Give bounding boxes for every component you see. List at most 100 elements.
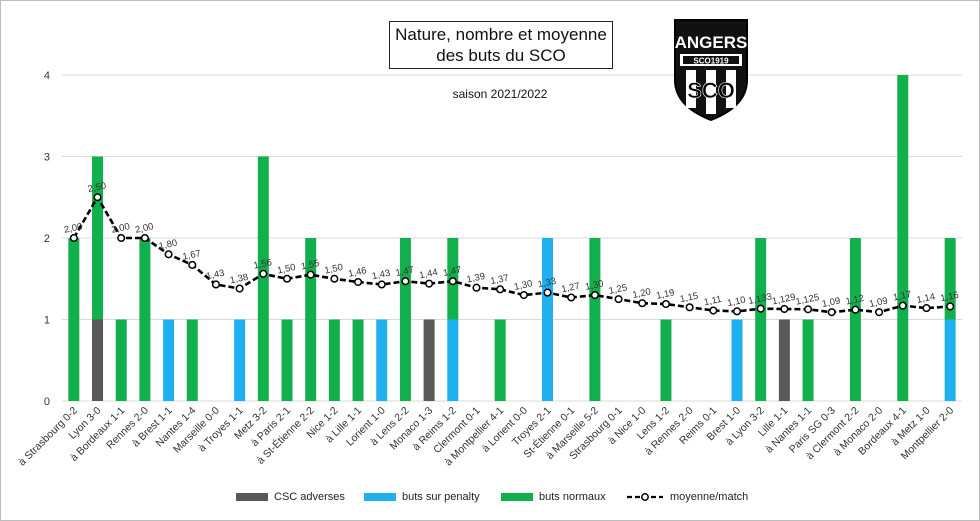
bar-penalty — [376, 319, 388, 401]
moyenne-data-label: 1,09 — [821, 295, 841, 310]
moyenne-point — [732, 307, 742, 316]
legend-label-csc: CSC adverses — [274, 491, 345, 503]
moyenne-data-label: 1,47 — [395, 264, 415, 279]
y-tick-label: 2 — [44, 233, 50, 245]
bar-normal — [139, 238, 151, 401]
moyenne-data-label: 1,133 — [747, 291, 773, 307]
legend-item-moyenne: moyenne/match — [626, 491, 748, 503]
moyenne-data-label: 1,10 — [726, 295, 746, 310]
moyenne-point — [117, 233, 126, 243]
bar-normal — [328, 319, 340, 401]
moyenne-point — [164, 250, 173, 259]
y-tick-label: 1 — [44, 315, 50, 327]
moyenne-data-label: 1,27 — [560, 281, 580, 296]
legend-swatch-penalty — [364, 493, 396, 501]
moyenne-data-label: 1,20 — [632, 286, 652, 301]
moyenne-point — [827, 308, 836, 317]
moyenne-data-label: 1,47 — [442, 264, 462, 279]
chart-subtitle: saison 2021/2022 — [452, 87, 548, 101]
legend-label-normal: buts normaux — [539, 491, 606, 503]
moyenne-data-label: 1,33 — [537, 276, 557, 291]
moyenne-point — [354, 277, 363, 287]
y-tick-label: 0 — [44, 396, 50, 408]
moyenne-point — [188, 260, 197, 269]
moyenne-data-label: 1,37 — [489, 273, 509, 288]
bar-normal — [257, 156, 269, 401]
moyenne-data-label: 1,38 — [229, 272, 249, 287]
moyenne-point — [780, 304, 789, 314]
moyenne-point — [140, 233, 149, 243]
chart-title: Nature, nombre et moyenne des buts du SC… — [389, 21, 613, 69]
bar-csc — [778, 319, 790, 401]
bar-penalty — [447, 319, 459, 401]
bar-penalty — [944, 319, 956, 401]
bars — [68, 75, 956, 401]
bar-penalty — [163, 319, 175, 401]
moyenne-point — [330, 274, 339, 283]
moyenne-data-label: 1,15 — [679, 291, 699, 306]
legend-line-moyenne — [627, 493, 663, 501]
moyenne-point — [567, 293, 576, 302]
moyenne-point — [306, 270, 315, 279]
bar-normal — [660, 319, 672, 401]
moyenne-point — [211, 280, 220, 289]
moyenne-data-label: 1,25 — [608, 282, 628, 297]
moyenne-data-label: 1,44 — [418, 267, 438, 282]
svg-text:SCO1919: SCO1919 — [693, 57, 729, 66]
y-tick-label: 3 — [44, 152, 50, 164]
legend-label-penalty: buts sur penalty — [402, 491, 480, 503]
bar-normal — [494, 319, 506, 401]
bar-penalty — [731, 319, 743, 401]
moyenne-point — [401, 277, 410, 286]
moyenne-data-label: 2,00 — [63, 221, 83, 236]
bar-normal — [755, 238, 767, 401]
moyenne-data-label: 1,17 — [892, 289, 912, 304]
moyenne-point — [851, 305, 860, 314]
moyenne-point — [685, 303, 694, 312]
moyenne-data-label: 1,80 — [158, 238, 178, 253]
bar-penalty — [542, 238, 554, 401]
moyenne-point — [425, 279, 434, 288]
svg-text:SCO: SCO — [687, 78, 735, 103]
moyenne-point — [377, 280, 386, 289]
moyenne-point — [93, 193, 102, 202]
moyenne-point — [448, 277, 457, 286]
moyenne-data-label: 1,50 — [324, 262, 344, 277]
moyenne-data-label: 2,50 — [87, 181, 107, 196]
bar-csc — [92, 319, 104, 401]
moyenne-point — [756, 304, 765, 313]
bar-normal — [849, 238, 861, 401]
legend-item-csc: CSC adverses — [236, 491, 345, 503]
moyenne-point — [496, 285, 505, 294]
bar-normal — [186, 319, 198, 401]
moyenne-point — [259, 269, 268, 278]
moyenne-point — [709, 306, 718, 315]
moyenne-data-label: 1,125 — [795, 292, 821, 308]
legend-label-moyenne: moyenne/match — [670, 491, 749, 503]
legend-swatch-normal — [501, 493, 533, 501]
y-tick-label: 4 — [44, 70, 50, 82]
moyenne-data-label: 1,16 — [939, 290, 959, 305]
legend-item-normal: buts normaux — [501, 491, 606, 503]
moyenne-data-label: 1,67 — [182, 248, 202, 263]
bar-normal — [115, 319, 127, 401]
bar-normal — [305, 238, 317, 401]
moyenne-point — [898, 301, 907, 310]
moyenne-point — [472, 283, 481, 292]
moyenne-data-label: 1,50 — [276, 262, 296, 277]
moyenne-point — [804, 305, 813, 314]
moyenne-point — [661, 299, 670, 309]
moyenne-data-label: 1,09 — [868, 295, 888, 310]
moyenne-data-label: 1,43 — [371, 268, 391, 283]
moyenne-data-label: 1,11 — [703, 294, 723, 308]
moyenne-data-label: 1,30 — [513, 278, 533, 293]
moyenne-series-line — [72, 196, 951, 314]
bar-normal — [399, 238, 411, 401]
moyenne-data-label: 1,39 — [466, 271, 486, 286]
moyenne-point — [69, 233, 78, 243]
moyenne-data-label: 1,14 — [916, 291, 936, 306]
bar-normal — [802, 319, 814, 401]
